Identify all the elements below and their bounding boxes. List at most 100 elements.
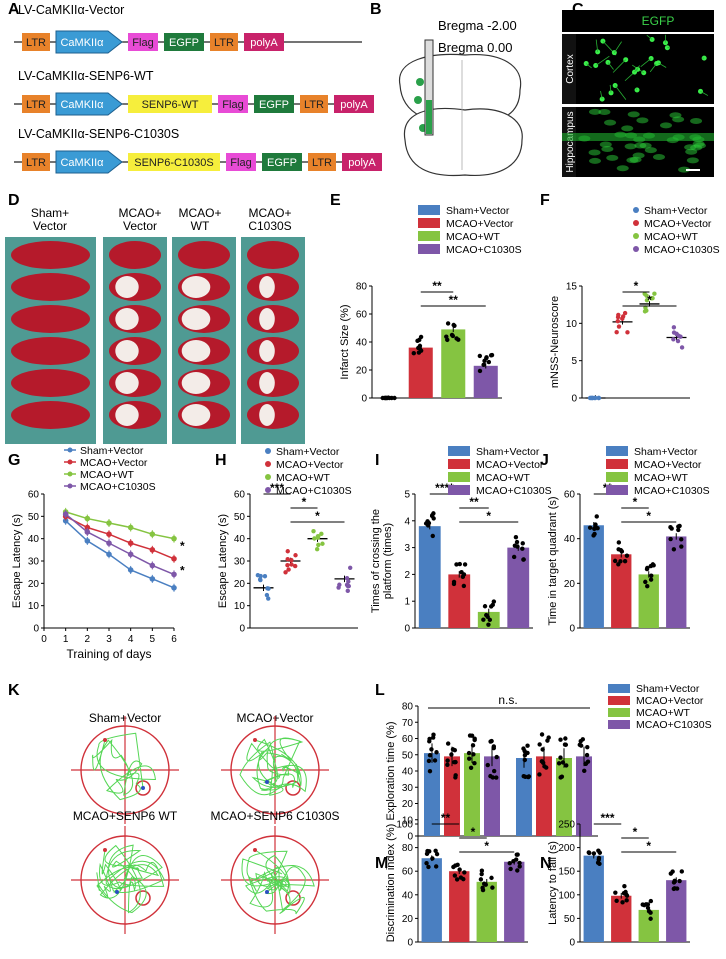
data-point (624, 898, 629, 903)
series-line (65, 513, 175, 576)
data-point (592, 526, 597, 531)
legend-marker (67, 459, 73, 465)
ttc-column-label: C1030S (248, 219, 291, 233)
data-point (517, 864, 522, 869)
data-point (645, 565, 650, 571)
neurite (607, 62, 614, 70)
neuron (604, 119, 617, 126)
y-tick-label: 0 (571, 394, 577, 405)
data-point (84, 538, 91, 544)
data-point (449, 752, 454, 757)
row-label-bar (562, 107, 576, 177)
panel-label-k: K (8, 682, 20, 699)
data-point (672, 878, 677, 884)
data-point (432, 758, 438, 763)
row-label: Cortex (565, 54, 576, 83)
panel-label-d: D (8, 192, 20, 209)
y-tick-label: 250 (558, 820, 575, 831)
part-polya (334, 95, 374, 113)
panel-label-f: F (540, 192, 550, 209)
y-tick-label: 20 (402, 914, 414, 925)
data-point (648, 577, 654, 582)
legend-entry: Sham+Vector (276, 446, 340, 458)
bar (421, 858, 442, 942)
data-point (289, 557, 294, 563)
data-point (486, 359, 492, 365)
data-point (494, 775, 499, 780)
data-point (149, 547, 156, 553)
x-axis-label: Training of days (67, 647, 152, 661)
part-polya (244, 33, 284, 51)
egfp-header: EGFP (642, 14, 675, 28)
data-point (591, 851, 597, 856)
data-point (485, 762, 490, 768)
neuron (685, 148, 698, 155)
data-point (429, 513, 435, 518)
data-point (676, 527, 681, 533)
data-point (427, 768, 433, 774)
bregma-0-label: Bregma 0.00 (438, 40, 512, 55)
data-point (433, 864, 439, 869)
data-point (522, 752, 528, 758)
neuron (601, 145, 614, 152)
legend-swatch (418, 244, 440, 254)
swim-track (96, 844, 165, 914)
legend-swatch (606, 459, 628, 469)
y-tick-label: 10 (402, 815, 414, 826)
y-tick-label: 10 (234, 601, 246, 612)
data-point (619, 549, 625, 554)
data-point (481, 362, 486, 368)
data-point (312, 536, 317, 541)
y-tick-label: 60 (28, 490, 40, 501)
legend-marker (633, 246, 639, 252)
y-tick-label: 80 (356, 282, 368, 293)
data-point (455, 862, 460, 868)
data-point (577, 742, 583, 748)
neuron (660, 122, 673, 129)
y-tick-label: 60 (402, 734, 414, 745)
ttc-column-label: MCAO+ (248, 206, 291, 220)
legend-swatch (448, 459, 470, 469)
data-point (444, 334, 449, 339)
data-point (616, 324, 622, 329)
data-point (346, 579, 351, 584)
data-point (648, 916, 653, 921)
brain-slice (11, 401, 90, 429)
data-point (433, 848, 438, 854)
data-point (490, 885, 495, 890)
data-point (449, 332, 455, 338)
bar (504, 861, 525, 942)
data-point (671, 325, 677, 330)
y-tick-label: 40 (28, 534, 40, 545)
neurite (585, 63, 592, 69)
data-point (418, 334, 424, 340)
data-point (668, 871, 674, 876)
infarct-region (115, 340, 139, 362)
neuron (629, 156, 642, 163)
y-tick-label: 50 (28, 512, 40, 523)
egfp-header-bar (562, 10, 714, 32)
x-tick-label: 5 (150, 634, 156, 645)
data-point (344, 576, 350, 581)
data-point (490, 602, 495, 608)
data-point (348, 565, 353, 571)
data-point (106, 551, 112, 558)
syringe-icon (424, 39, 434, 136)
data-point (640, 902, 645, 907)
legend-swatch (608, 708, 630, 717)
data-point (564, 763, 569, 768)
data-point (255, 573, 261, 578)
data-point (486, 622, 491, 627)
y-tick-label: 50 (402, 750, 414, 761)
part-label: EGFP (267, 157, 297, 169)
data-point (624, 893, 630, 898)
neuron (684, 144, 697, 151)
data-point (643, 579, 648, 585)
panel-label-a: A (8, 1, 20, 18)
start-point (253, 738, 257, 742)
data-point (494, 754, 499, 760)
bar (666, 880, 687, 942)
data-point (563, 736, 568, 741)
data-point (336, 585, 341, 590)
data-point (645, 902, 651, 907)
